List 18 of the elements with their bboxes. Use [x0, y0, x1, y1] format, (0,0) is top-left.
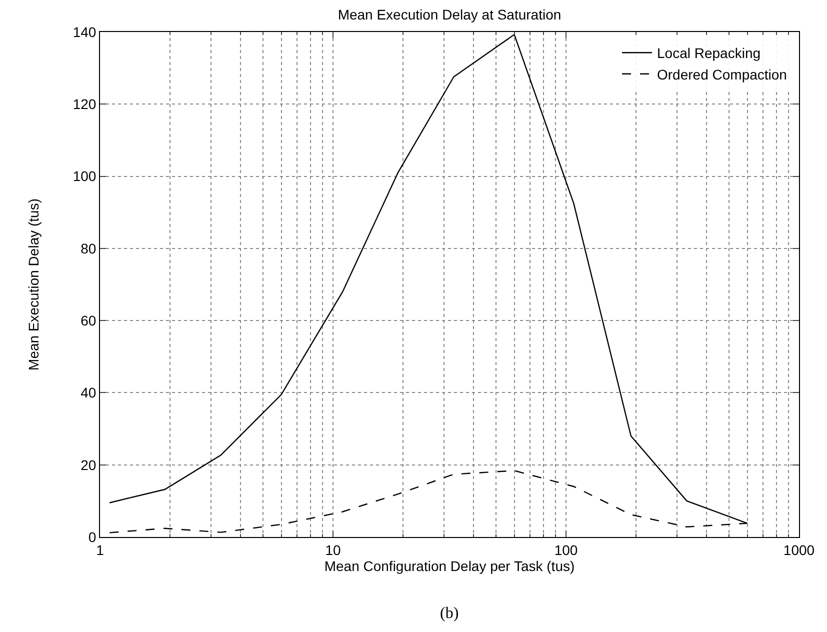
y-tick-label: 60 [80, 312, 96, 328]
y-tick-label: 140 [72, 24, 96, 40]
y-tick-label: 80 [80, 240, 96, 256]
y-tick-label: 0 [88, 528, 96, 545]
x-tick-label: 1 [96, 542, 104, 558]
x-tick-label: 10 [325, 542, 341, 558]
x-tick-label: 1000 [783, 542, 815, 558]
x-axis-title: Mean Configuration Delay per Task (tus) [324, 558, 575, 574]
text: (b) [440, 605, 459, 622]
y-tick-label: 120 [72, 96, 96, 112]
y-axis-title: Mean Execution Delay (tus) [25, 198, 42, 370]
x-tick-label: 100 [554, 542, 578, 558]
legend-label: Ordered Compaction [657, 66, 787, 82]
y-tick-label: 20 [80, 456, 96, 473]
legend-label: Local Repacking [657, 45, 761, 62]
y-tick-label: 40 [80, 384, 96, 401]
chart-title: Mean Execution Delay at Saturation [338, 6, 562, 22]
y-tick-label: 100 [72, 168, 96, 184]
